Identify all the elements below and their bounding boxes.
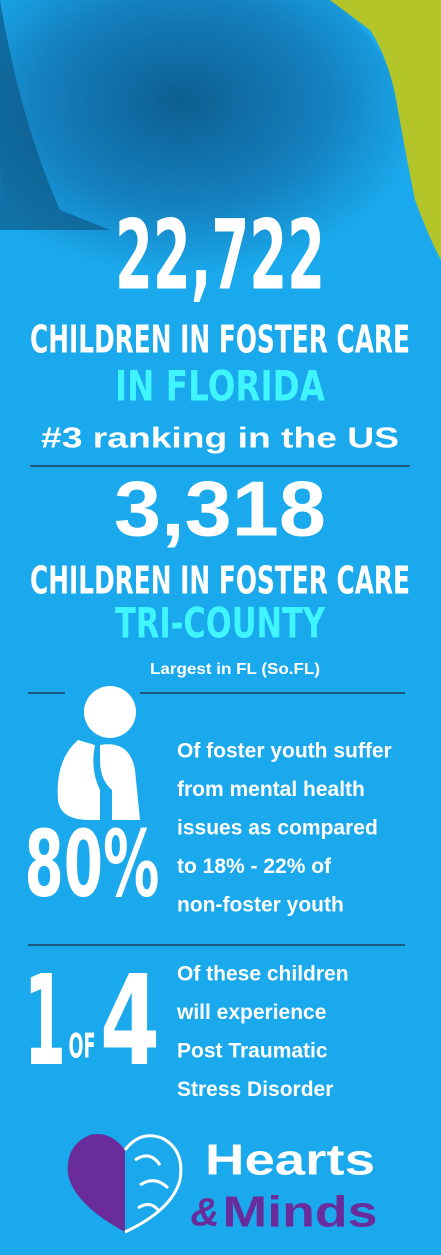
region: IN FLORIDA [115,362,325,411]
paragraph-line: Post Traumatic [177,1040,328,1063]
numerator: 1 [24,949,66,1094]
paragraph-line: will experience [176,1001,326,1024]
of: OF [69,1027,96,1067]
stat: 3,318 [114,465,326,553]
logo-ampersand: & [191,1191,220,1235]
paragraph-line: to 18% - 22% of [177,855,332,878]
note: Largest in FL (So.FL) [150,661,320,678]
paragraph-line: issues as compared [177,817,378,840]
paragraph-line: Of these children [177,963,349,986]
ranking: #3 ranking in the US [41,423,399,455]
stat: 80% [25,810,160,917]
label: CHILDREN IN FOSTER CARE [30,318,410,362]
paragraph-line: from mental health [177,778,365,801]
paragraph-line: Of foster youth suffer [177,740,392,763]
region: TRI-COUNTY [115,599,325,648]
logo-hearts: Hearts [205,1136,375,1185]
label: CHILDREN IN FOSTER CARE [30,559,410,603]
paragraph-line: Stress Disorder [177,1078,333,1101]
denominator: 4 [100,949,160,1094]
logo-minds: Minds [223,1188,378,1237]
paragraph-line: non-foster youth [177,894,344,917]
infographic: 22,722 CHILDREN IN FOSTER CARE IN FLORID… [0,0,441,1255]
stat: 22,722 [115,199,325,311]
